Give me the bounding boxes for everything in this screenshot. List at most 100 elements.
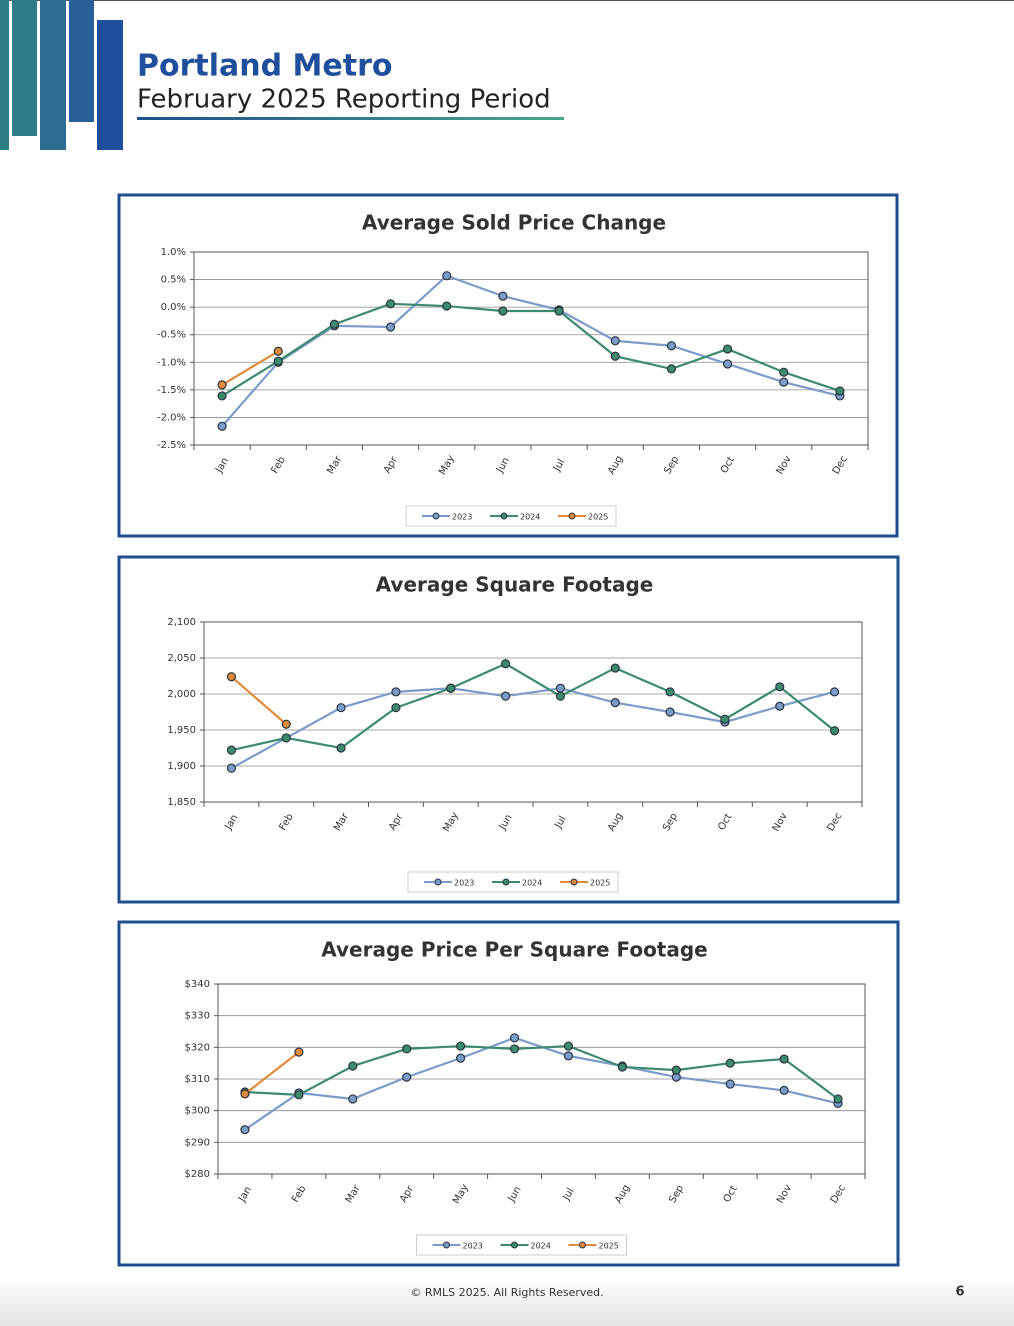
- data-point: [498, 291, 508, 301]
- data-point: [610, 698, 620, 708]
- series-line: [231, 662, 836, 752]
- data-point: [725, 1058, 735, 1068]
- logo-bar: [69, 0, 94, 122]
- y-tick-label: -0.5%: [157, 330, 186, 341]
- data-point: [226, 672, 237, 682]
- y-tick-label: $280: [185, 1169, 210, 1180]
- data-point: [391, 703, 401, 713]
- data-point: [217, 380, 227, 390]
- header-subtitle: February 2025 Reporting Period: [137, 85, 551, 115]
- data-point: [281, 733, 291, 743]
- header-underline: [137, 117, 564, 120]
- data-point: [725, 1079, 735, 1089]
- legend-marker: [511, 1241, 518, 1249]
- data-point: [294, 1047, 304, 1057]
- series-line: [221, 274, 841, 427]
- legend-marker: [502, 878, 510, 886]
- legend-label: 2023: [463, 1242, 483, 1251]
- data-point: [829, 726, 840, 736]
- data-point: [563, 1041, 574, 1051]
- data-point: [500, 659, 511, 669]
- legend-label: 2024: [531, 1242, 551, 1251]
- legend-label: 2024: [522, 879, 542, 888]
- data-point: [446, 683, 456, 693]
- data-point: [610, 336, 620, 346]
- chart-frame: [117, 555, 900, 904]
- y-tick-label: $290: [185, 1137, 210, 1148]
- data-point: [385, 299, 396, 309]
- chart: Average Square Footage 1,850 1,900 1,950 2,0…: [117, 555, 900, 904]
- data-point: [240, 1089, 250, 1099]
- data-point: [835, 386, 845, 396]
- legend-label: 2025: [599, 1242, 619, 1251]
- data-point: [402, 1072, 412, 1082]
- legend-label: 2024: [520, 513, 540, 522]
- data-point: [217, 421, 227, 431]
- data-point: [385, 322, 396, 332]
- series-line: [221, 302, 841, 397]
- legend-marker: [432, 512, 440, 520]
- y-tick-label: 2,100: [167, 617, 196, 628]
- data-point: [498, 306, 508, 316]
- y-tick-label: 1,900: [167, 761, 196, 772]
- data-point: [775, 682, 785, 692]
- logo-bar: [0, 0, 9, 150]
- legend-marker: [500, 512, 508, 520]
- legend-marker: [434, 878, 442, 886]
- data-point: [779, 1054, 789, 1064]
- data-point: [456, 1041, 466, 1051]
- series-line: [244, 1044, 839, 1100]
- data-point: [442, 301, 452, 311]
- chart-title: Average Sold Price Change: [362, 211, 666, 235]
- data-point: [617, 1062, 627, 1072]
- data-point: [402, 1044, 412, 1054]
- data-point: [442, 271, 452, 281]
- data-point: [391, 687, 401, 697]
- data-point: [348, 1094, 358, 1104]
- data-point: [665, 707, 675, 717]
- data-point: [779, 1085, 789, 1096]
- data-point: [273, 356, 283, 366]
- y-tick-label: $310: [185, 1074, 210, 1085]
- legend-marker: [568, 512, 576, 520]
- data-point: [281, 719, 291, 729]
- data-point: [456, 1053, 466, 1063]
- chart: Average Sold Price Change -2.5% -2.0% -1.5%…: [117, 193, 899, 538]
- data-point: [217, 391, 227, 401]
- legend-marker: [579, 1241, 586, 1249]
- data-point: [226, 763, 237, 773]
- data-point: [240, 1125, 250, 1135]
- y-tick-label: 2,000: [167, 689, 196, 700]
- series-line: [230, 675, 287, 726]
- data-point: [509, 1044, 520, 1054]
- data-point: [779, 377, 789, 387]
- logo-bar: [12, 0, 37, 136]
- data-point: [336, 743, 346, 753]
- data-point: [348, 1061, 358, 1071]
- data-point: [779, 367, 789, 377]
- data-point: [610, 663, 620, 673]
- y-tick-label: $340: [185, 979, 210, 990]
- data-point: [294, 1090, 304, 1100]
- legend-label: 2023: [454, 879, 474, 888]
- data-point: [720, 714, 730, 724]
- y-tick-label: $330: [185, 1011, 210, 1022]
- y-tick-label: 1,850: [167, 797, 196, 808]
- y-tick-label: 1.0%: [161, 247, 186, 258]
- chart-title: Average Price Per Square Footage: [321, 938, 708, 962]
- chart-frame: [117, 193, 899, 538]
- y-tick-label: 2,050: [167, 653, 196, 664]
- data-point: [829, 687, 840, 697]
- data-point: [329, 319, 340, 329]
- data-point: [666, 341, 677, 351]
- data-point: [722, 344, 733, 354]
- legend-label: 2025: [590, 879, 610, 888]
- data-point: [671, 1065, 681, 1075]
- data-point: [336, 703, 346, 713]
- legend-label: 2023: [452, 513, 472, 522]
- data-point: [610, 351, 620, 361]
- data-point: [666, 364, 677, 374]
- series-line: [221, 350, 279, 386]
